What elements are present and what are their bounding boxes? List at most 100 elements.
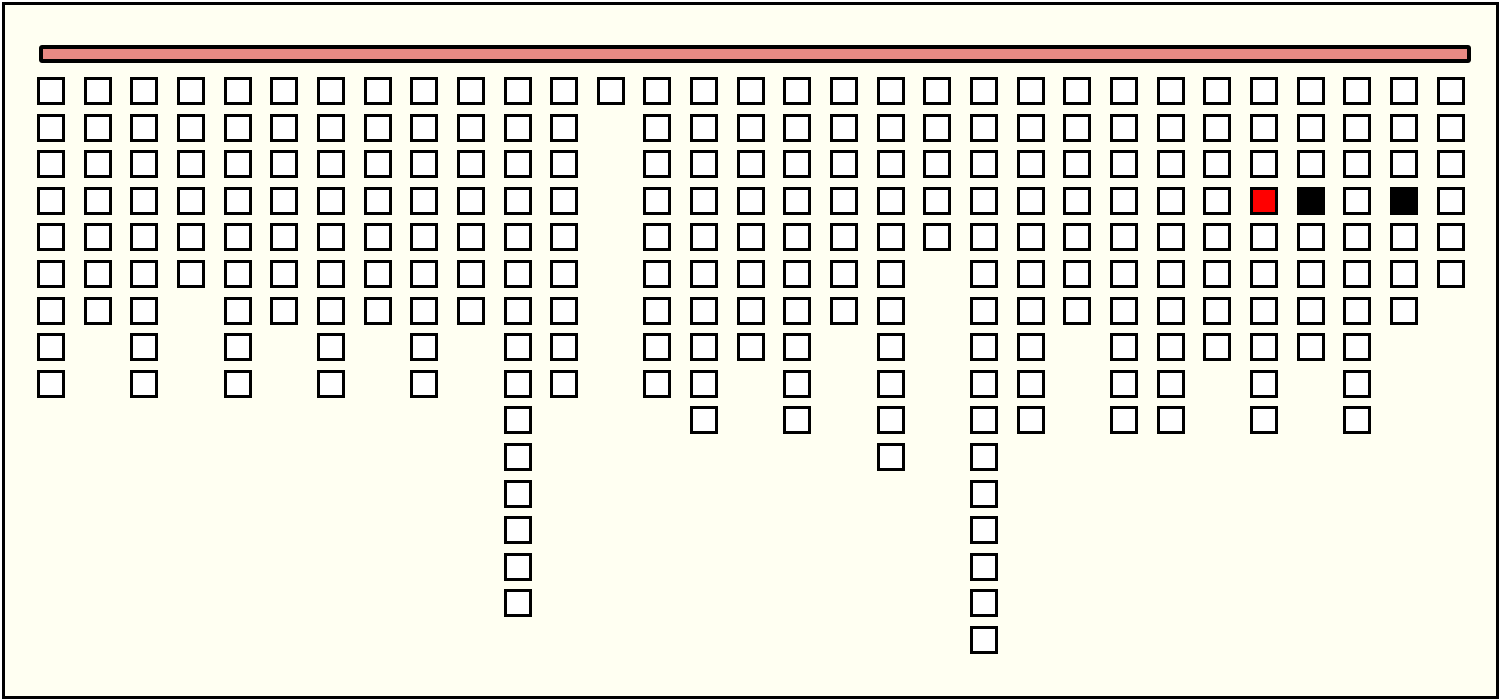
cell[interactable] — [503, 589, 532, 618]
cell[interactable] — [1436, 186, 1465, 215]
cell[interactable] — [503, 150, 532, 179]
cell[interactable] — [1343, 77, 1372, 105]
cell[interactable] — [876, 443, 905, 471]
cell[interactable] — [736, 260, 765, 288]
cell[interactable] — [970, 369, 998, 398]
cell[interactable] — [1296, 260, 1325, 288]
cell[interactable] — [1249, 369, 1278, 398]
cell[interactable] — [643, 150, 672, 179]
cell[interactable] — [1156, 223, 1185, 252]
cell[interactable] — [176, 223, 205, 252]
cell[interactable] — [876, 333, 905, 362]
cell[interactable] — [1249, 113, 1278, 142]
cell[interactable] — [970, 223, 998, 252]
cell[interactable] — [1436, 113, 1465, 142]
cell[interactable] — [1389, 113, 1418, 142]
cell[interactable] — [176, 260, 205, 288]
cell[interactable] — [270, 260, 299, 288]
cell[interactable] — [1203, 296, 1232, 325]
cell[interactable] — [690, 406, 719, 435]
cell[interactable] — [1016, 333, 1045, 362]
cell[interactable] — [130, 186, 159, 215]
cell[interactable] — [130, 223, 159, 252]
cell[interactable] — [503, 223, 532, 252]
cell[interactable] — [1436, 77, 1465, 105]
cell[interactable] — [1296, 77, 1325, 105]
cell[interactable] — [1296, 113, 1325, 142]
cell[interactable] — [1016, 296, 1045, 325]
cell[interactable] — [1249, 150, 1278, 179]
cell[interactable] — [456, 113, 485, 142]
cell[interactable] — [37, 260, 65, 288]
cell[interactable] — [830, 296, 859, 325]
cell[interactable] — [1249, 223, 1278, 252]
cell[interactable] — [736, 333, 765, 362]
cell[interactable] — [923, 150, 952, 179]
cell[interactable] — [1109, 113, 1138, 142]
cell[interactable] — [363, 296, 392, 325]
cell[interactable] — [830, 77, 859, 105]
cell[interactable] — [176, 150, 205, 179]
cell[interactable] — [1296, 223, 1325, 252]
cell[interactable] — [410, 296, 439, 325]
cell[interactable] — [876, 296, 905, 325]
cell[interactable] — [690, 77, 719, 105]
cell[interactable] — [503, 113, 532, 142]
cell-red[interactable] — [1249, 186, 1278, 215]
cell-black[interactable] — [1389, 186, 1418, 215]
cell[interactable] — [970, 333, 998, 362]
cell[interactable] — [783, 223, 812, 252]
cell[interactable] — [363, 113, 392, 142]
cell[interactable] — [1156, 113, 1185, 142]
cell[interactable] — [37, 223, 65, 252]
cell[interactable] — [1016, 150, 1045, 179]
cell[interactable] — [1109, 296, 1138, 325]
cell[interactable] — [970, 260, 998, 288]
cell[interactable] — [1203, 333, 1232, 362]
cell[interactable] — [410, 369, 439, 398]
cell[interactable] — [316, 333, 345, 362]
cell[interactable] — [970, 77, 998, 105]
cell[interactable] — [970, 589, 998, 618]
cell[interactable] — [223, 113, 252, 142]
cell[interactable] — [410, 260, 439, 288]
cell[interactable] — [690, 223, 719, 252]
cell[interactable] — [690, 296, 719, 325]
cell[interactable] — [456, 186, 485, 215]
cell[interactable] — [1156, 369, 1185, 398]
cell[interactable] — [503, 296, 532, 325]
cell[interactable] — [503, 443, 532, 471]
cell[interactable] — [316, 113, 345, 142]
cell[interactable] — [503, 369, 532, 398]
cell[interactable] — [37, 333, 65, 362]
cell[interactable] — [503, 516, 532, 545]
cell[interactable] — [1203, 77, 1232, 105]
cell[interactable] — [690, 150, 719, 179]
cell[interactable] — [550, 369, 579, 398]
cell[interactable] — [37, 150, 65, 179]
cell[interactable] — [1109, 186, 1138, 215]
cell[interactable] — [130, 260, 159, 288]
cell[interactable] — [270, 186, 299, 215]
cell[interactable] — [1296, 333, 1325, 362]
cell[interactable] — [1389, 150, 1418, 179]
cell[interactable] — [923, 223, 952, 252]
cell[interactable] — [363, 150, 392, 179]
cell[interactable] — [1063, 260, 1092, 288]
cell[interactable] — [550, 186, 579, 215]
cell[interactable] — [1249, 77, 1278, 105]
cell[interactable] — [130, 333, 159, 362]
cell[interactable] — [736, 223, 765, 252]
cell[interactable] — [410, 223, 439, 252]
cell[interactable] — [1203, 150, 1232, 179]
cell[interactable] — [223, 260, 252, 288]
cell[interactable] — [876, 223, 905, 252]
cell[interactable] — [37, 369, 65, 398]
cell[interactable] — [643, 186, 672, 215]
cell[interactable] — [643, 77, 672, 105]
cell[interactable] — [783, 77, 812, 105]
cell[interactable] — [783, 150, 812, 179]
cell[interactable] — [923, 186, 952, 215]
cell[interactable] — [130, 150, 159, 179]
cell[interactable] — [503, 186, 532, 215]
